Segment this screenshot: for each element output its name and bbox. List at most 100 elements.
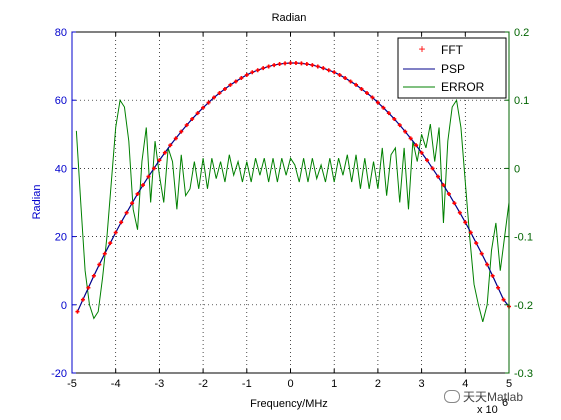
legend-entry-fft: + FFT (418, 42, 463, 57)
series-error-line (75, 98, 510, 322)
fft-point (255, 68, 260, 73)
x-tick-label: 4 (462, 378, 468, 390)
legend: + FFT PSP ERROR (397, 37, 507, 99)
fft-point (321, 66, 326, 71)
x-tick-label: -1 (242, 378, 252, 390)
y-right-tick-label: 0 (514, 163, 520, 175)
x-tick-label: -4 (111, 378, 121, 390)
fft-point (222, 86, 227, 91)
fft-point (266, 64, 271, 69)
fft-point (162, 150, 167, 155)
series-layer (75, 61, 511, 322)
fft-point (337, 72, 342, 77)
fft-point (397, 123, 402, 128)
fft-point (457, 210, 462, 215)
fft-point (86, 285, 91, 290)
fft-point (485, 262, 490, 267)
wechat-icon (444, 390, 460, 403)
x-tick-label: -5 (67, 378, 77, 390)
fft-point (479, 251, 484, 256)
fft-point (108, 241, 113, 246)
watermark-text: 天天Matlab (463, 390, 524, 404)
fft-point (244, 72, 249, 77)
fft-point (364, 91, 369, 96)
fft-point (403, 129, 408, 134)
fft-point (446, 191, 451, 196)
fft-point (430, 166, 435, 171)
legend-entry-error: ERROR (403, 80, 485, 94)
fft-point (463, 220, 468, 225)
fft-point (135, 191, 140, 196)
fft-point (250, 70, 255, 75)
y-right-tick-label: -0.2 (514, 300, 533, 312)
fft-point (386, 111, 391, 116)
y-right-tick-label: 0.1 (514, 95, 529, 107)
x-axis-label: Frequency/MHz (250, 398, 328, 410)
fft-point (130, 201, 135, 206)
fft-point (326, 68, 331, 73)
y-left-tick-label: 80 (55, 27, 67, 39)
fft-point (75, 309, 80, 314)
fft-point (375, 100, 380, 105)
series-psp-line (76, 62, 510, 312)
fft-point (151, 166, 156, 171)
fft-point (228, 82, 233, 87)
fft-point (233, 79, 238, 84)
fft-point (195, 111, 200, 116)
fft-point (408, 136, 413, 141)
fft-point (315, 64, 320, 69)
fft-point (113, 230, 118, 235)
fft-point (119, 220, 124, 225)
y-right-tick-label: 0.2 (514, 27, 529, 39)
fft-point (370, 95, 375, 100)
fft-point (272, 63, 277, 68)
fft-point (441, 183, 446, 188)
y-left-tick-label: 20 (55, 232, 67, 244)
fft-point (206, 100, 211, 105)
x-exponent-power: 6 (502, 397, 508, 409)
fft-point (392, 116, 397, 121)
fft-point (348, 79, 353, 84)
x-tick-label: 2 (375, 378, 381, 390)
fft-point (490, 273, 495, 278)
x-axis-exponent: x 10 6 (477, 397, 508, 416)
y-left-tick-label: 60 (55, 95, 67, 107)
fft-point (359, 86, 364, 91)
fft-point (501, 297, 506, 302)
fft-point (419, 150, 424, 155)
fft-point (141, 183, 146, 188)
fft-point (124, 210, 129, 215)
fft-point (288, 61, 293, 66)
fft-point (201, 105, 206, 110)
fft-point (146, 174, 151, 179)
fft-point (425, 158, 430, 163)
fft-point (239, 76, 244, 81)
x-exponent-base: x 10 (477, 404, 498, 416)
fft-point (304, 62, 309, 67)
fft-point (184, 123, 189, 128)
fft-point (80, 297, 85, 302)
x-tick-label: 3 (419, 378, 425, 390)
fft-point (179, 129, 184, 134)
fft-point (261, 66, 266, 71)
fft-point (354, 82, 359, 87)
legend-label-error: ERROR (441, 80, 485, 94)
legend-marker-fft: + (418, 42, 425, 56)
fft-point (452, 201, 457, 206)
legend-entry-psp: PSP (403, 62, 465, 76)
fft-point (157, 158, 162, 163)
fft-point (212, 95, 217, 100)
fft-point (190, 116, 195, 121)
fft-point (91, 273, 96, 278)
legend-label-fft: FFT (441, 43, 464, 57)
x-tick-label: -2 (198, 378, 208, 390)
x-tick-label: -3 (155, 378, 165, 390)
fft-point (97, 262, 102, 267)
y-axis-left-label: Radian (31, 185, 43, 220)
fft-point (496, 285, 501, 290)
fft-point (173, 136, 178, 141)
y-right-tick-label: -0.1 (514, 232, 533, 244)
axes: -5 -4 -3 -2 -1 0 1 2 3 4 5 -20 0 20 40 60 80 -0.3 -0.2 -0.1… (51, 27, 533, 390)
legend-label-psp: PSP (441, 62, 465, 76)
x-tick-label: 0 (287, 378, 293, 390)
